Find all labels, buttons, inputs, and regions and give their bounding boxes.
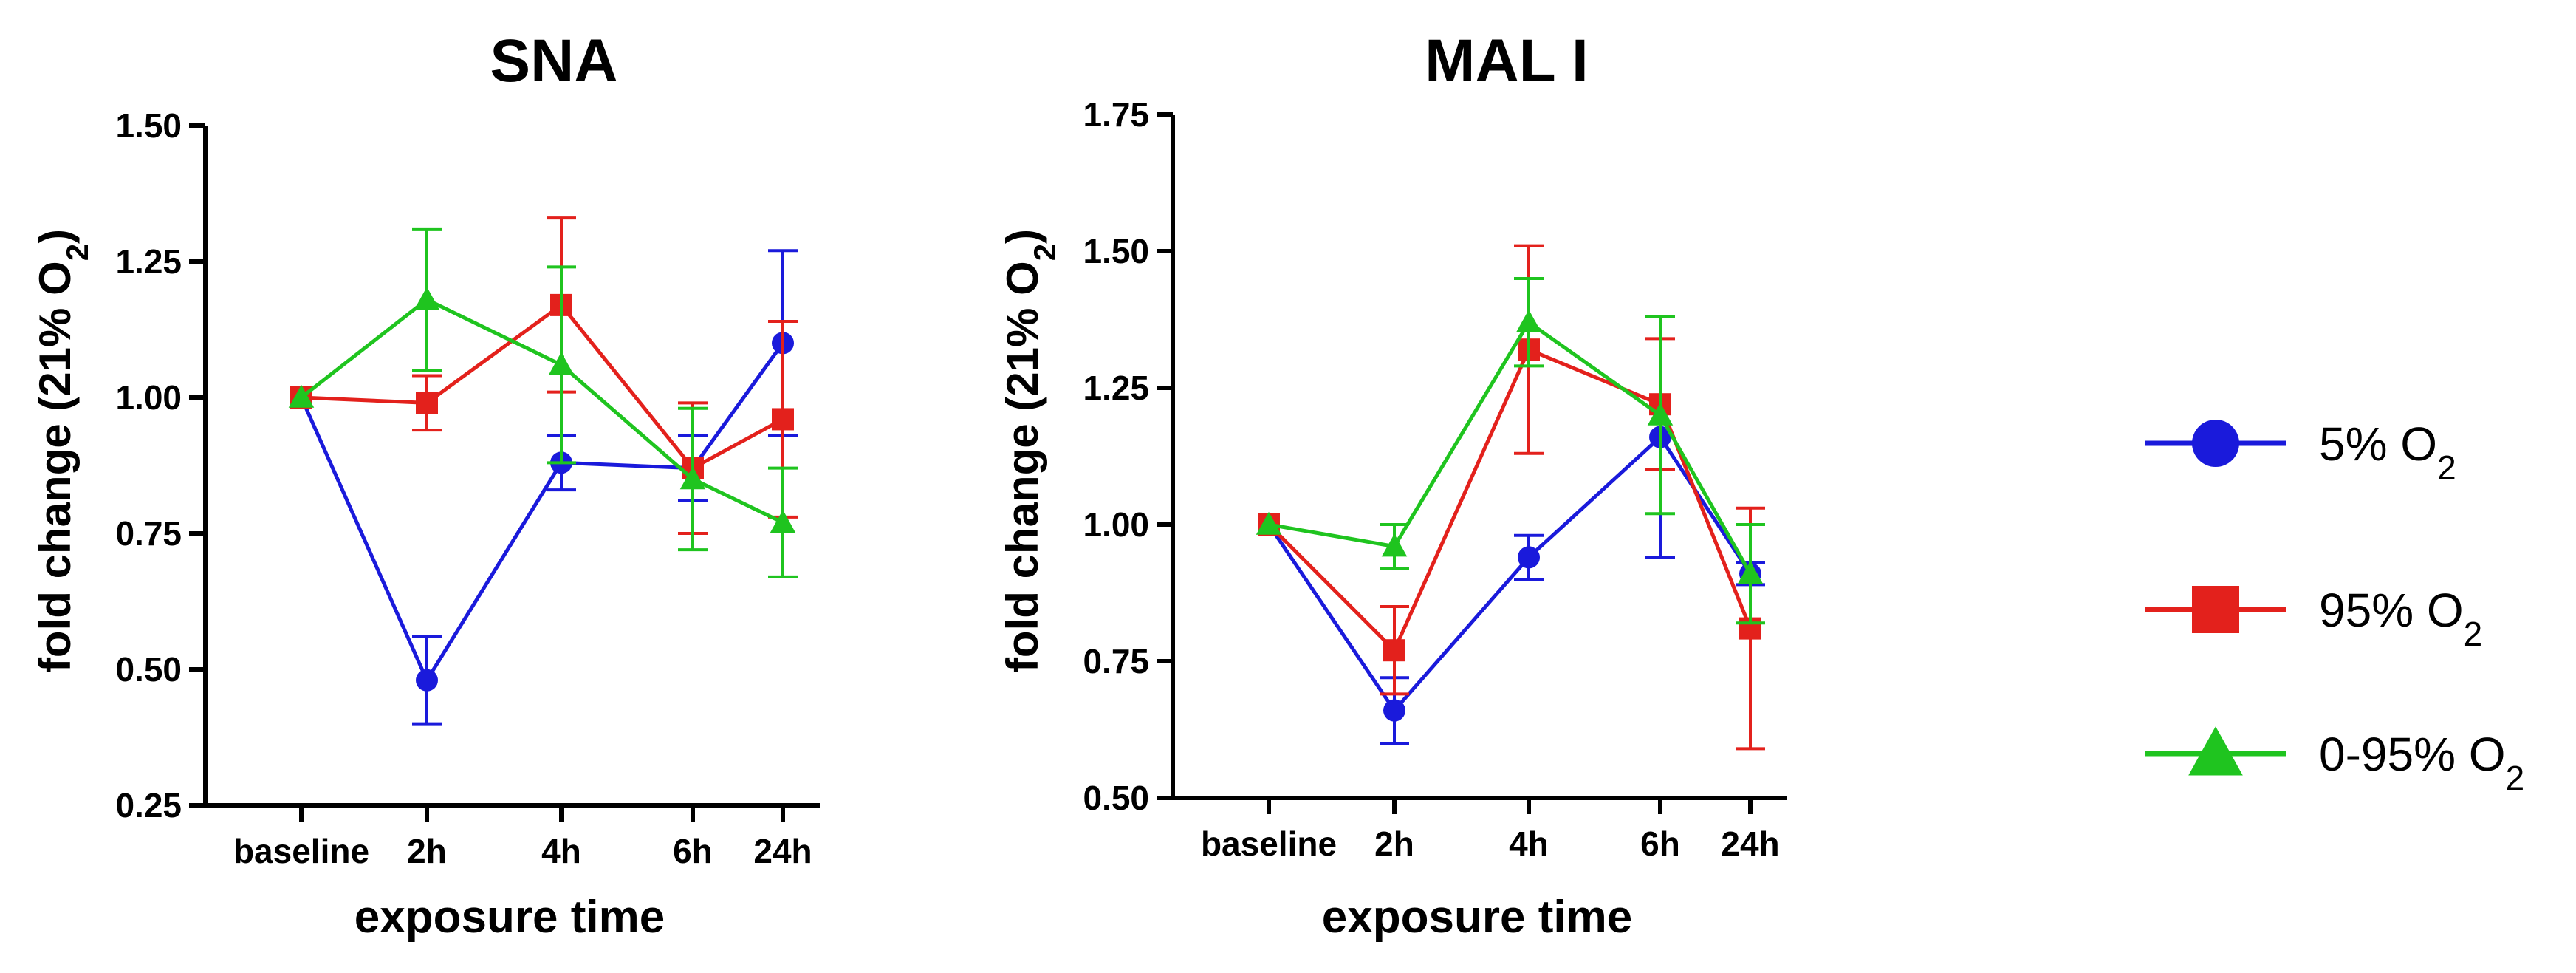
series-line — [299, 341, 785, 685]
data-point — [1737, 561, 1764, 584]
y-axis-label: fold change (21% O2) — [30, 229, 95, 672]
series-layer — [288, 216, 798, 726]
series-line — [1267, 434, 1753, 714]
y-tick-label: 1.00 — [115, 378, 182, 417]
y-tick-label: 1.50 — [115, 106, 182, 145]
x-tick-label: 6h — [673, 832, 713, 870]
y-tick-label: 1.25 — [1083, 369, 1149, 407]
data-point — [416, 669, 438, 692]
x-tick-label: 4h — [1509, 825, 1549, 863]
legend-marker-triangle — [2188, 726, 2243, 776]
series-circle — [290, 249, 798, 726]
series-line — [1268, 319, 1753, 575]
x-tick-label: 4h — [541, 832, 581, 870]
x-tick-label: 6h — [1640, 825, 1680, 863]
y-tick-label: 1.25 — [115, 242, 182, 281]
chart-sna: SNA fold change (21% O2) exposure time 0… — [30, 27, 820, 943]
legend-label: 95% O2 — [2319, 584, 2482, 653]
data-point — [770, 510, 796, 533]
x-tick-label: 24h — [753, 832, 812, 870]
x-axis-label: exposure time — [1322, 892, 1632, 943]
legend-item: 95% O2 — [2145, 584, 2482, 653]
legend-marker-square — [2192, 586, 2239, 633]
x-axis-label: exposure time — [354, 892, 665, 943]
data-point — [288, 384, 315, 408]
y-tick-label: 0.50 — [1083, 779, 1149, 817]
x-tick-label: baseline — [233, 832, 369, 870]
x-tick-label: 2h — [407, 832, 447, 870]
chart-title: SNA — [490, 27, 617, 95]
data-point — [416, 392, 438, 414]
data-point — [1383, 699, 1405, 722]
y-axis-label: fold change (21% O2) — [998, 229, 1062, 672]
x-tick-label: 24h — [1721, 825, 1779, 863]
series-line — [300, 297, 784, 525]
y-tick-label: 1.00 — [1083, 505, 1149, 544]
data-point — [679, 466, 706, 490]
data-point — [1256, 511, 1282, 535]
series-square — [290, 216, 798, 535]
data-point — [1515, 309, 1542, 332]
y-tick-label: 1.50 — [1083, 232, 1149, 270]
y-tick-label: 0.50 — [115, 650, 182, 689]
y-tick-label: 1.75 — [1083, 95, 1149, 134]
plot-area: 0.50 0.75 1.00 1.25 1.50 1.75 baseline 2h 4h 6h 24… — [1083, 95, 1787, 863]
plot-area: 0.25 0.50 0.75 1.00 1.25 1.50 baseline 2h 4h 6h 24… — [115, 106, 820, 870]
x-tick-label: baseline — [1201, 825, 1337, 863]
data-point — [772, 408, 794, 431]
data-point — [1383, 639, 1405, 662]
data-point — [1647, 402, 1674, 426]
series-circle — [1258, 315, 1765, 745]
legend-label: 5% O2 — [2319, 417, 2456, 487]
data-point — [414, 287, 440, 310]
y-tick-label: 0.75 — [115, 514, 182, 553]
data-point — [1518, 546, 1540, 569]
legend-marker-shape — [2188, 726, 2243, 776]
ticks: 0.50 0.75 1.00 1.25 1.50 1.75 baseline 2h 4h 6h 24… — [1083, 95, 1779, 863]
legend-marker-shape — [2192, 586, 2239, 633]
legend-marker-circle — [2192, 420, 2239, 467]
series-layer — [1256, 244, 1765, 751]
legend: 5% O2 95% O2 0-95% O2 — [2145, 417, 2524, 797]
chart-mal-i: MAL I fold change (21% O2) exposure time… — [998, 27, 1787, 943]
y-tick-label: 0.75 — [1083, 642, 1149, 680]
series-line — [1267, 346, 1753, 654]
y-tick-label: 0.25 — [115, 786, 182, 825]
legend-item: 5% O2 — [2145, 417, 2456, 487]
series-triangle — [1256, 277, 1765, 625]
series-square — [1258, 244, 1765, 751]
chart-title: MAL I — [1425, 27, 1589, 95]
data-point — [548, 352, 575, 375]
x-tick-label: 2h — [1374, 825, 1414, 863]
legend-item: 0-95% O2 — [2145, 726, 2524, 797]
ticks: 0.25 0.50 0.75 1.00 1.25 1.50 baseline 2h 4h 6h 24… — [115, 106, 812, 870]
legend-marker-shape — [2192, 420, 2239, 467]
legend-label: 0-95% O2 — [2319, 728, 2524, 797]
series-triangle — [288, 227, 798, 578]
data-point — [1381, 533, 1408, 557]
